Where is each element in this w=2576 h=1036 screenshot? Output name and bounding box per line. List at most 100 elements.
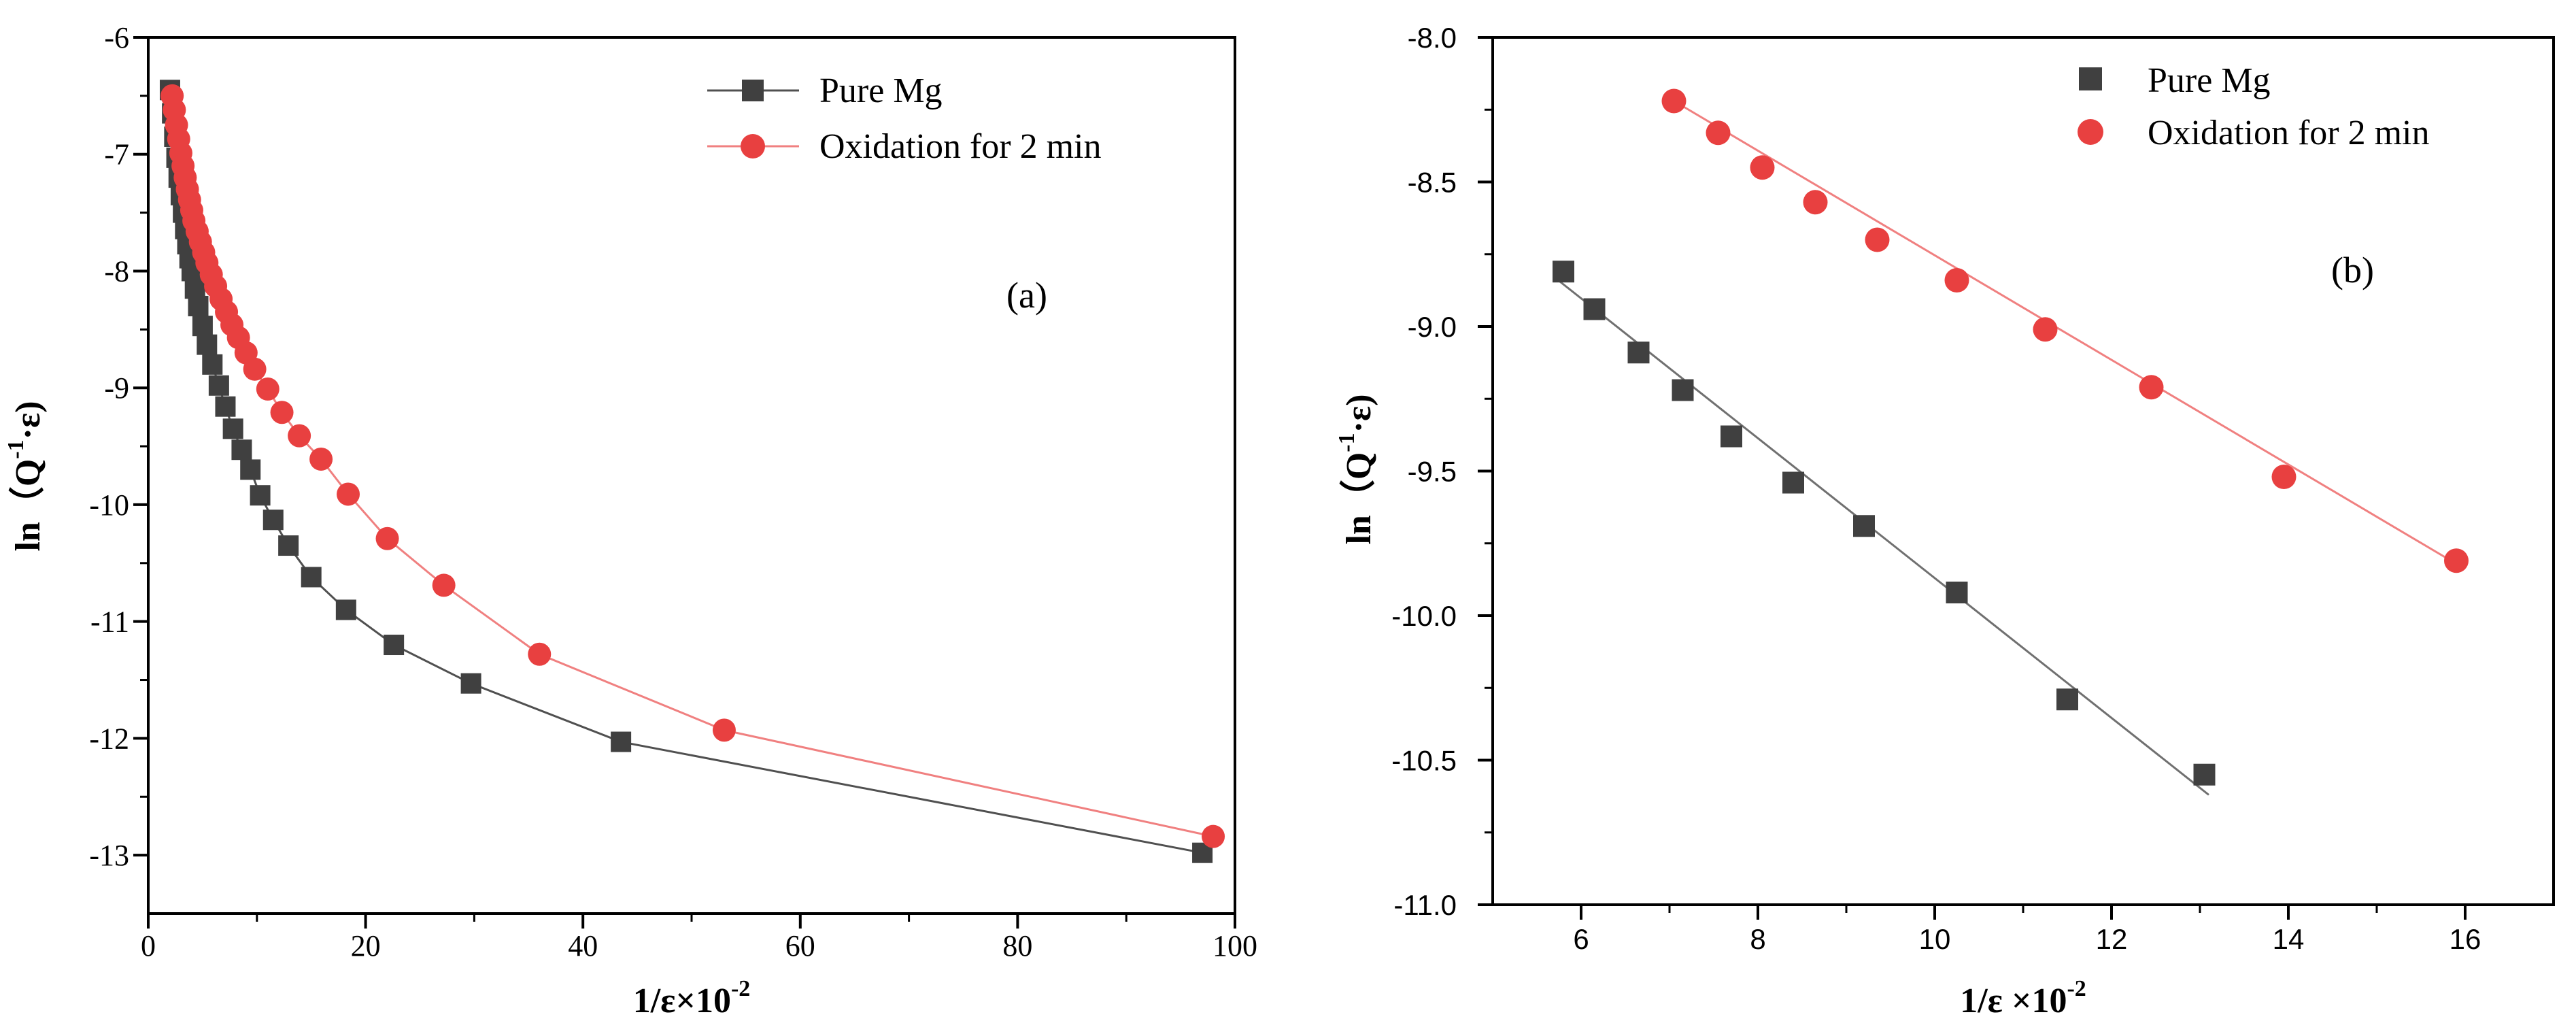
panel-a-oxidation-point	[256, 377, 279, 401]
panel-b-oxidation-fit-line	[1673, 100, 2462, 568]
panel-a-pure-mg-line	[169, 90, 1203, 854]
panel-a-x-tick-label: 20	[351, 929, 381, 963]
panel-b-pure-mg-point	[1721, 425, 1742, 448]
panel-a-pure-mg-point	[231, 439, 252, 461]
panel-b-oxidation-point	[1944, 268, 1969, 293]
panel-a-pure-mg-point	[250, 485, 271, 506]
panel-a-y-tick-label: -8	[104, 254, 129, 288]
panel-a-legend: Pure Mg Oxidation for 2 min	[707, 71, 1102, 166]
panel-b-pure-mg-fit-line	[1554, 276, 2209, 796]
panel-b-y-tick-label: -10.5	[1391, 745, 1457, 777]
panel-b-y-tick-label: -8.0	[1408, 22, 1457, 54]
panel-b-x-tick-label: 12	[2096, 923, 2128, 955]
panel-a-x-tick-label: 80	[1002, 929, 1032, 963]
panel-a-pure-mg-point	[188, 295, 209, 316]
panel-a-y-tick-label: -7	[104, 138, 129, 171]
panel-a-x-tick-label: 40	[568, 929, 598, 963]
panel-a-y-tick-label: -10	[89, 488, 129, 522]
panel-b-y-tick-label: -10.0	[1391, 600, 1457, 632]
panel-b-oxidation-point	[2139, 375, 2164, 400]
panel-a-pure-mg-point	[611, 731, 632, 752]
panel-b-y-axis-label-pre: ln（Q	[1339, 452, 1378, 545]
panel-a-x-tick-label: 0	[141, 929, 156, 963]
panel-a-y-tick-label: -12	[89, 722, 129, 755]
panel-b-y-tick-label: -9.5	[1408, 456, 1457, 488]
panel-a-oxidation-point	[432, 573, 456, 597]
panel-a-y-tick-label: -6	[104, 21, 129, 54]
panel-a-y-tick-label: -9	[104, 371, 129, 405]
panel-b-x-tick-label: 8	[1750, 923, 1765, 955]
panel-b-ticks: 6 8 10 12 14 16 -8.0 -8.5 -9.0 -9.5 -10.0 -10.5 -11.…	[1391, 22, 2481, 955]
panel-b-plot-frame	[1491, 36, 2555, 906]
panel-a-y-tick-label: -11	[90, 605, 129, 639]
panel-a-pure-mg-point	[192, 316, 213, 337]
panel-b-pure-mg-point	[1553, 261, 1574, 283]
panel-a-y-tick-label: -13	[89, 839, 129, 872]
panel-a-x-axis-label: 1/ε×10-2	[633, 976, 751, 1020]
panel-a-pure-mg-point	[262, 509, 284, 531]
panel-a-pure-mg-point	[384, 635, 405, 656]
legend-b-oxidation-marker	[2078, 119, 2103, 145]
panel-b-x-tick-label: 6	[1573, 923, 1589, 955]
panel-b-x-tick-label: 14	[2273, 923, 2305, 955]
legend-a-oxidation-marker	[741, 134, 765, 158]
panel-a-oxidation-point	[337, 482, 360, 506]
panel-b-pure-mg-point	[2193, 763, 2216, 786]
legend-b-oxidation-label: Oxidation for 2 min	[2148, 114, 2430, 152]
panel-a-oxidation-point	[528, 642, 552, 666]
panel-a-x-tick-label: 60	[785, 929, 815, 963]
panel-a-oxidation-point	[288, 424, 311, 448]
panel-b-y-axis-label: ln（Q-1·ε)	[1334, 394, 1378, 544]
panel-b-oxidation-point	[2033, 317, 2058, 342]
panel-a-oxidation-point	[375, 527, 399, 550]
panel-b-oxidation-point	[1661, 88, 1687, 114]
panel-b-x-tick-label: 16	[2450, 923, 2481, 955]
panel-b-oxidation-point	[1865, 227, 1890, 252]
panel-b-pure-mg-point	[1672, 379, 1694, 401]
panel-b-x-tick-label: 10	[1919, 923, 1951, 955]
panel-a-pure-mg-point	[202, 354, 223, 375]
legend-b-pure-mg-label: Pure Mg	[2148, 61, 2271, 100]
panel-a-pure-mg-point	[215, 396, 236, 417]
panel-b-y-tick-label: -8.5	[1408, 167, 1457, 199]
panel-a-pure-mg-point	[460, 673, 481, 694]
legend-b-pure-mg-marker	[2079, 67, 2102, 90]
panel-b-pure-mg-point	[1853, 515, 1875, 537]
panel-b-pure-mg-point	[1627, 341, 1650, 364]
panel-a-y-axis-label-pre: ln（Q	[8, 459, 48, 552]
panel-a-series	[159, 80, 1225, 863]
panel-b-label: (b)	[2331, 250, 2374, 290]
panel-b-oxidation-point	[1706, 120, 1731, 146]
panel-b-pure-mg-point	[2056, 688, 2078, 711]
panel-a-oxidation-point	[243, 357, 267, 381]
panel-a-oxidation-point	[309, 447, 333, 471]
panel-a-oxidation-point	[270, 401, 294, 424]
panel-a-pure-mg-point	[335, 599, 356, 620]
panel-b-x-axis-label-sup: -2	[2067, 976, 2086, 1001]
panel-a-y-axis-label-post: ·ε)	[9, 401, 48, 439]
panel-b-oxidation-point	[2271, 465, 2297, 489]
panel-a-pure-mg-point	[208, 375, 229, 396]
panel-b-y-axis-label-sup: -1	[1334, 433, 1359, 452]
panel-a-pure-mg-point	[222, 418, 243, 439]
panel-a-y-axis-label-sup: -1	[3, 439, 29, 458]
panel-b-x-axis-label-main: 1/ε ×10	[1960, 982, 2067, 1020]
panel-b-legend: Pure Mg Oxidation for 2 min	[2078, 61, 2430, 152]
panel-a-x-axis-label-main: 1/ε×10	[633, 982, 731, 1020]
panel-a-pure-mg-point	[301, 567, 322, 588]
panel-a-ticks: 0 20 40 60 80 100 -6 -7 -8 -9 -10 -11 -12 -13	[89, 21, 1257, 963]
panel-a-x-axis-label-sup: -2	[731, 976, 750, 1001]
legend-a-pure-mg-label: Pure Mg	[819, 71, 943, 110]
panel-a-oxidation-point	[712, 718, 736, 742]
panel-b-oxidation-point	[2444, 548, 2469, 573]
panel-b-x-axis-label: 1/ε ×10-2	[1960, 976, 2086, 1020]
panel-b-y-tick-label: -11.0	[1393, 889, 1457, 921]
panel-b-y-axis-label-post: ·ε)	[1340, 394, 1378, 433]
panel-a-pure-mg-point	[240, 459, 261, 480]
panel-a-oxidation-point	[1202, 824, 1225, 848]
panel-b-pure-mg-point	[1946, 582, 1968, 603]
panel-b-oxidation-point	[1750, 155, 1775, 180]
panel-a-x-tick-label: 100	[1213, 929, 1257, 963]
panel-a-plot-frame	[147, 36, 1236, 915]
